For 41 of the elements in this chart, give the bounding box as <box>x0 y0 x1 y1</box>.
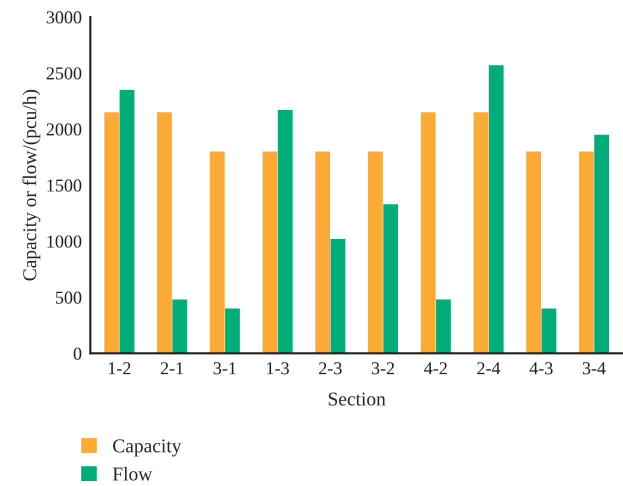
x-tick-label: 2-1 <box>160 362 184 374</box>
x-tick-label: 3-1 <box>214 362 236 374</box>
x-axis-title: Section <box>328 392 386 406</box>
bar <box>368 152 383 354</box>
x-tick-label: 4-3 <box>530 362 553 374</box>
bar <box>420 112 436 354</box>
y-tick-label: 1500 <box>47 179 82 192</box>
bar <box>262 152 278 354</box>
y-tick-label: 3000 <box>46 11 82 24</box>
bar <box>594 134 610 354</box>
y-tick-label: 2000 <box>46 123 82 136</box>
y-axis-title: Capacity or flow/(pcu/h) <box>22 90 40 280</box>
bar <box>104 112 120 354</box>
legend-label: Flow <box>112 466 152 481</box>
y-tick-label: 1000 <box>47 235 82 248</box>
bar <box>225 308 240 354</box>
y-tick-label: 500 <box>56 292 82 304</box>
bar <box>315 152 330 354</box>
legend-label: Capacity <box>113 439 182 456</box>
bar <box>278 110 293 354</box>
bar <box>436 300 451 354</box>
bar <box>330 238 346 354</box>
x-tick-label: 3-2 <box>372 362 394 374</box>
y-tick-label: 0 <box>74 348 82 360</box>
x-tick-label: 4-2 <box>424 362 447 374</box>
bar <box>210 152 225 354</box>
x-tick-label: 1-2 <box>108 362 130 374</box>
bar <box>488 65 504 354</box>
bar <box>578 152 594 354</box>
bar <box>172 300 188 354</box>
y-tick-label: 2500 <box>46 67 82 80</box>
x-tick-label: 2-3 <box>319 362 342 374</box>
bar <box>120 90 134 354</box>
x-tick-label: 2-4 <box>477 362 500 374</box>
bar <box>157 112 172 354</box>
x-tick-label: 1-3 <box>267 362 289 374</box>
bar <box>383 204 398 354</box>
bar <box>473 112 488 354</box>
x-tick-label: 3-4 <box>582 362 606 374</box>
bar <box>542 308 556 354</box>
bar <box>526 152 541 354</box>
